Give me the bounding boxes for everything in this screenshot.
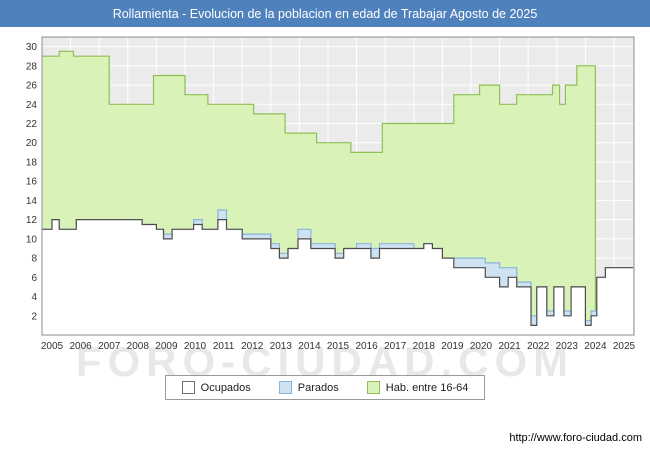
- svg-text:2: 2: [31, 311, 37, 322]
- legend-item-hab-16-64: Hab. entre 16-64: [366, 381, 469, 394]
- svg-text:2021: 2021: [498, 341, 521, 352]
- hab-16-64-swatch-icon: [366, 381, 380, 394]
- parados-swatch-icon: [278, 381, 292, 394]
- svg-text:2023: 2023: [556, 341, 579, 352]
- svg-text:4: 4: [31, 292, 37, 303]
- svg-text:10: 10: [26, 234, 38, 245]
- svg-text:2013: 2013: [270, 341, 293, 352]
- svg-text:2008: 2008: [127, 341, 150, 352]
- svg-text:14: 14: [26, 196, 38, 207]
- svg-text:2019: 2019: [441, 341, 464, 352]
- ocupados-swatch-icon: [181, 381, 195, 394]
- svg-text:12: 12: [26, 215, 38, 226]
- svg-text:2024: 2024: [584, 341, 607, 352]
- legend: Ocupados Parados Hab. entre 16-64: [164, 375, 486, 400]
- svg-text:24: 24: [26, 100, 38, 111]
- svg-text:2007: 2007: [98, 341, 121, 352]
- footer-url[interactable]: http://www.foro-ciudad.com: [509, 432, 642, 444]
- svg-text:16: 16: [26, 177, 38, 188]
- svg-text:26: 26: [26, 81, 38, 92]
- svg-text:2018: 2018: [413, 341, 436, 352]
- svg-text:18: 18: [26, 157, 38, 168]
- svg-text:2009: 2009: [155, 341, 178, 352]
- legend-item-parados: Parados: [278, 381, 339, 394]
- svg-text:2015: 2015: [327, 341, 350, 352]
- svg-text:2005: 2005: [41, 341, 64, 352]
- svg-text:22: 22: [26, 119, 38, 130]
- svg-text:2010: 2010: [184, 341, 207, 352]
- svg-text:20: 20: [26, 138, 38, 149]
- svg-text:2006: 2006: [69, 341, 92, 352]
- svg-text:2016: 2016: [355, 341, 378, 352]
- legend-label-hab-16-64: Hab. entre 16-64: [385, 381, 469, 394]
- svg-text:2011: 2011: [213, 341, 235, 352]
- title-bar: Rollamienta - Evolucion de la poblacion …: [0, 0, 650, 27]
- legend-label-parados: Parados: [297, 381, 339, 394]
- svg-text:2020: 2020: [470, 341, 493, 352]
- svg-text:2022: 2022: [527, 341, 550, 352]
- svg-text:28: 28: [26, 61, 38, 72]
- svg-text:30: 30: [26, 42, 38, 53]
- svg-text:2014: 2014: [298, 341, 321, 352]
- svg-text:2025: 2025: [613, 341, 636, 352]
- legend-label-ocupados: Ocupados: [200, 381, 251, 394]
- legend-item-ocupados: Ocupados: [181, 381, 251, 394]
- page-title: Rollamienta - Evolucion de la poblacion …: [112, 6, 538, 21]
- svg-text:8: 8: [31, 254, 37, 265]
- svg-text:6: 6: [31, 273, 37, 284]
- svg-text:2017: 2017: [384, 341, 407, 352]
- svg-text:2012: 2012: [241, 341, 264, 352]
